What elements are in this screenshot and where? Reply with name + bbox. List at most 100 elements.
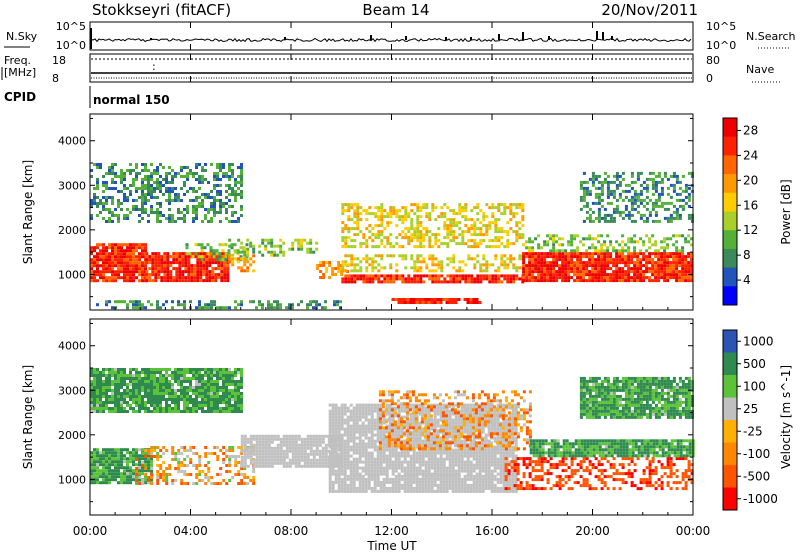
power-cell	[449, 239, 453, 243]
vel-cell	[114, 451, 117, 455]
power-cell	[198, 163, 201, 166]
power-cell	[476, 203, 480, 207]
power-cell	[199, 270, 203, 274]
power-cell	[425, 227, 429, 231]
vel-cell	[171, 482, 175, 485]
power-cell	[193, 279, 197, 283]
vel-cell	[457, 477, 461, 481]
vel-cell	[388, 415, 392, 419]
power-cell	[552, 270, 556, 274]
power-cell	[337, 270, 341, 273]
power-cell	[503, 254, 507, 258]
power-cell	[675, 252, 679, 256]
power-cell	[630, 201, 634, 205]
power-cell	[573, 261, 577, 265]
power-cell	[651, 183, 655, 187]
power-cell	[594, 258, 598, 262]
power-cell	[258, 244, 262, 248]
vel-cell	[102, 469, 105, 473]
power-cell	[651, 273, 655, 277]
vel-cell	[352, 472, 356, 476]
power-cell	[660, 255, 664, 259]
power-cell	[567, 243, 571, 247]
power-cell	[636, 192, 640, 196]
power-cell	[419, 277, 423, 281]
power-cell	[105, 267, 108, 271]
power-cell	[228, 244, 232, 248]
vel-cell	[382, 418, 386, 422]
vel-cell	[385, 442, 389, 446]
vel-cell	[150, 463, 153, 467]
power-cell	[132, 279, 135, 283]
power-cell	[585, 189, 589, 193]
power-cell	[642, 204, 646, 208]
power-cell	[681, 255, 685, 259]
power-cell	[207, 208, 210, 211]
vel-cell	[282, 464, 286, 468]
vel-cell	[511, 477, 515, 481]
power-cell	[404, 206, 408, 210]
power-cell	[216, 178, 219, 181]
vel-cell	[418, 457, 422, 461]
power-cell	[485, 274, 489, 278]
nave-tick-high: 80	[706, 54, 720, 67]
power-cell	[555, 252, 559, 256]
vel-cell	[285, 449, 289, 453]
power-cell	[675, 213, 679, 217]
power-cell	[249, 263, 253, 267]
cpid-label: CPID	[4, 90, 36, 104]
power-cell	[672, 189, 676, 193]
vel-cell	[93, 451, 96, 455]
power-cell	[503, 274, 507, 278]
vel-cell	[144, 455, 148, 458]
power-cell	[189, 169, 192, 172]
vel-cell	[337, 489, 341, 493]
power-cell	[621, 216, 625, 220]
vel-cell	[267, 455, 271, 459]
power-cell	[225, 184, 228, 187]
power-cell	[138, 246, 141, 250]
power-cell	[138, 208, 141, 211]
power-cell	[96, 255, 99, 259]
power-cell	[597, 267, 601, 271]
nsky-spike	[405, 36, 407, 40]
power-cell	[138, 303, 141, 307]
power-cell	[114, 172, 117, 175]
power-cell	[600, 249, 604, 253]
power-cell	[494, 239, 498, 243]
power-cell	[174, 193, 177, 196]
power-cell	[678, 270, 682, 274]
power-cell	[156, 211, 159, 214]
vel-cell	[123, 481, 126, 485]
power-cell	[315, 247, 319, 251]
power-cell	[525, 264, 529, 268]
vel-cell	[300, 440, 304, 444]
power-cell	[123, 196, 126, 199]
vel-cell	[355, 418, 359, 422]
power-cell	[90, 217, 93, 220]
vel-cell	[427, 403, 431, 407]
vel-cell	[427, 474, 431, 478]
power-cell	[181, 261, 185, 265]
vel-cell	[400, 406, 404, 410]
vel-cell	[346, 451, 350, 455]
power-cell	[500, 227, 504, 231]
power-cell	[328, 261, 332, 264]
vel-cell	[409, 415, 413, 419]
vel-cell	[424, 472, 428, 476]
vel-cell	[424, 469, 428, 473]
power-cell	[413, 277, 417, 281]
vel-cell	[255, 443, 259, 447]
power-cell	[380, 203, 384, 207]
power-cell	[181, 276, 185, 280]
power-cell	[159, 175, 162, 178]
power-cell	[178, 273, 182, 277]
power-cell	[609, 252, 613, 256]
vel-cell	[195, 476, 199, 479]
vel-cell	[493, 489, 497, 493]
power-cell	[162, 184, 165, 187]
vel-cell	[412, 460, 416, 464]
vel-cell	[397, 412, 401, 416]
power-cell	[111, 252, 114, 256]
vel-cell	[138, 460, 141, 464]
